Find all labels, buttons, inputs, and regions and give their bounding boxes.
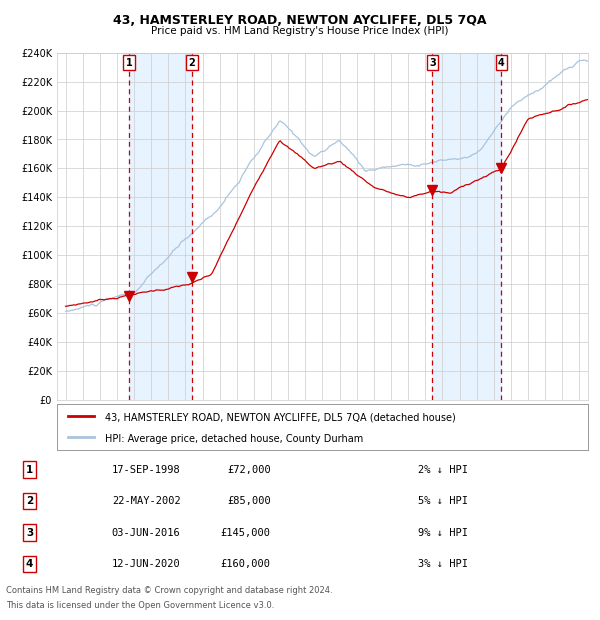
Text: 43, HAMSTERLEY ROAD, NEWTON AYCLIFFE, DL5 7QA (detached house): 43, HAMSTERLEY ROAD, NEWTON AYCLIFFE, DL… xyxy=(105,413,455,423)
Text: 2% ↓ HPI: 2% ↓ HPI xyxy=(418,464,467,474)
Text: 1: 1 xyxy=(26,464,33,474)
Text: 9% ↓ HPI: 9% ↓ HPI xyxy=(418,528,467,538)
Text: Price paid vs. HM Land Registry's House Price Index (HPI): Price paid vs. HM Land Registry's House … xyxy=(151,26,449,36)
Text: 3: 3 xyxy=(429,58,436,68)
Text: 3: 3 xyxy=(26,528,33,538)
Text: 12-JUN-2020: 12-JUN-2020 xyxy=(112,559,181,569)
Text: £72,000: £72,000 xyxy=(227,464,271,474)
Text: 4: 4 xyxy=(26,559,33,569)
Text: 5% ↓ HPI: 5% ↓ HPI xyxy=(418,496,467,506)
Text: 1: 1 xyxy=(126,58,133,68)
Text: 2: 2 xyxy=(188,58,196,68)
Text: This data is licensed under the Open Government Licence v3.0.: This data is licensed under the Open Gov… xyxy=(6,601,274,611)
Text: 22-MAY-2002: 22-MAY-2002 xyxy=(112,496,181,506)
Text: 17-SEP-1998: 17-SEP-1998 xyxy=(112,464,181,474)
Text: 4: 4 xyxy=(498,58,505,68)
Text: 03-JUN-2016: 03-JUN-2016 xyxy=(112,528,181,538)
Text: 43, HAMSTERLEY ROAD, NEWTON AYCLIFFE, DL5 7QA: 43, HAMSTERLEY ROAD, NEWTON AYCLIFFE, DL… xyxy=(113,14,487,27)
Text: £145,000: £145,000 xyxy=(221,528,271,538)
Text: £160,000: £160,000 xyxy=(221,559,271,569)
Text: 3% ↓ HPI: 3% ↓ HPI xyxy=(418,559,467,569)
Text: HPI: Average price, detached house, County Durham: HPI: Average price, detached house, Coun… xyxy=(105,433,363,444)
Bar xyxy=(433,53,502,400)
Text: Contains HM Land Registry data © Crown copyright and database right 2024.: Contains HM Land Registry data © Crown c… xyxy=(6,586,332,595)
Bar xyxy=(129,53,192,400)
Text: £85,000: £85,000 xyxy=(227,496,271,506)
Text: 2: 2 xyxy=(26,496,33,506)
